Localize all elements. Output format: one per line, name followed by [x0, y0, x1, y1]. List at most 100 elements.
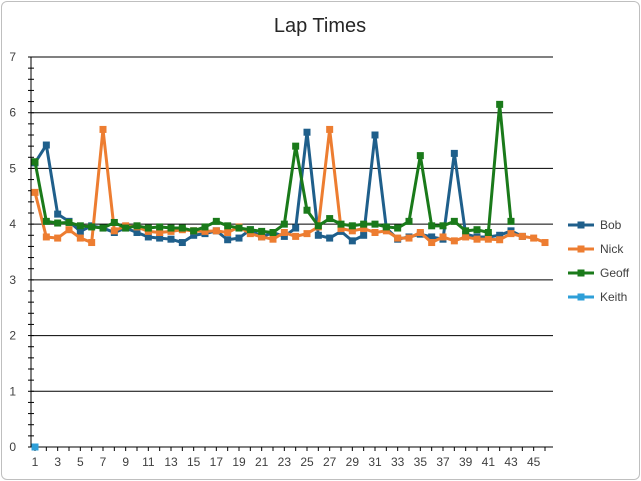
- data-point: [156, 223, 164, 231]
- y-tick-label: 2: [9, 329, 16, 343]
- data-point: [156, 234, 164, 242]
- series-nick: [31, 125, 549, 247]
- x-tick-label: 17: [210, 455, 224, 469]
- data-point: [190, 231, 198, 239]
- data-point: [428, 222, 436, 230]
- x-tick-label: 39: [459, 455, 473, 469]
- x-tick-label: 29: [346, 455, 360, 469]
- data-point: [382, 223, 390, 231]
- data-point: [484, 229, 492, 236]
- x-tick-label: 41: [482, 455, 496, 469]
- data-point: [280, 229, 288, 236]
- data-point: [31, 188, 39, 196]
- data-point: [31, 158, 39, 166]
- data-point: [76, 222, 84, 230]
- series-geoff: [31, 100, 515, 236]
- data-point: [76, 234, 84, 242]
- data-point: [462, 227, 470, 235]
- data-point: [450, 217, 458, 225]
- data-point: [269, 229, 277, 236]
- data-point: [337, 220, 345, 228]
- data-point: [360, 225, 368, 233]
- x-tick-label: 15: [187, 455, 201, 469]
- legend-marker: [577, 269, 585, 277]
- data-point: [42, 141, 50, 149]
- series-group: [31, 100, 549, 451]
- data-point: [292, 232, 300, 240]
- data-point: [224, 222, 232, 230]
- legend-label: Geoff: [600, 266, 630, 280]
- series-line: [33, 127, 546, 245]
- axes: [28, 56, 553, 451]
- data-point: [65, 218, 73, 226]
- data-point: [371, 229, 379, 236]
- data-point: [450, 237, 458, 245]
- data-point: [235, 224, 243, 232]
- x-tick-label: 37: [436, 455, 450, 469]
- data-point: [428, 239, 436, 247]
- data-point: [54, 234, 62, 242]
- x-tick-label: 23: [278, 455, 292, 469]
- legend-marker: [577, 221, 585, 229]
- data-point: [280, 220, 288, 228]
- x-tick-label: 19: [232, 455, 246, 469]
- data-point: [496, 231, 504, 239]
- data-point: [201, 223, 209, 231]
- data-point: [314, 222, 322, 230]
- y-tick-label: 6: [9, 106, 16, 120]
- data-point: [167, 224, 175, 232]
- data-point: [394, 224, 402, 232]
- data-point: [405, 234, 413, 242]
- legend-label: Nick: [600, 242, 624, 256]
- y-tick-label: 1: [9, 384, 16, 398]
- data-point: [235, 234, 243, 242]
- data-point: [439, 222, 447, 230]
- data-point: [88, 239, 96, 247]
- data-point: [326, 125, 334, 133]
- x-tick-label: 33: [391, 455, 405, 469]
- data-point: [360, 220, 368, 228]
- data-point: [224, 236, 232, 244]
- data-point: [280, 232, 288, 240]
- data-point: [42, 217, 50, 225]
- x-tick-label: 11: [142, 455, 155, 469]
- data-point: [439, 233, 447, 241]
- x-tick-label: 5: [77, 455, 84, 469]
- legend-marker: [577, 293, 585, 301]
- data-point: [303, 206, 311, 214]
- legend: Bob Nick Geoff Keith: [568, 218, 630, 304]
- y-tick-label: 4: [9, 217, 16, 231]
- data-point: [65, 226, 73, 234]
- legend-item-nick: Nick: [568, 242, 624, 256]
- data-point: [54, 219, 62, 227]
- data-point: [54, 210, 62, 218]
- data-point: [337, 225, 345, 233]
- data-point: [292, 224, 300, 232]
- data-point: [246, 226, 254, 234]
- x-tick-label: 7: [100, 455, 107, 469]
- data-point: [428, 233, 436, 241]
- x-tick-label: 31: [368, 455, 382, 469]
- data-point: [496, 236, 504, 244]
- legend-item-bob: Bob: [568, 218, 622, 232]
- data-point: [269, 235, 277, 243]
- data-point: [31, 443, 39, 451]
- data-point: [450, 149, 458, 157]
- x-tick-label: 27: [323, 455, 337, 469]
- x-tick-labels: 1 3 5 7 9 11 13 15 17 19 21 23 25 27 29 31 33 35 37 39 41 43 4…: [32, 455, 541, 469]
- data-point: [144, 233, 152, 241]
- data-point: [530, 234, 538, 242]
- data-point: [133, 229, 141, 236]
- data-point: [201, 227, 209, 235]
- y-tick-label: 7: [9, 50, 16, 64]
- x-tick-label: 1: [32, 455, 39, 469]
- data-point: [360, 231, 368, 239]
- data-point: [507, 230, 515, 238]
- data-point: [371, 131, 379, 139]
- data-point: [416, 152, 424, 160]
- y-tick-label: 5: [9, 161, 16, 175]
- data-point: [88, 223, 96, 231]
- y-tick-labels: 0 1 2 3 4 5 6 7: [9, 50, 16, 454]
- data-point: [110, 218, 118, 226]
